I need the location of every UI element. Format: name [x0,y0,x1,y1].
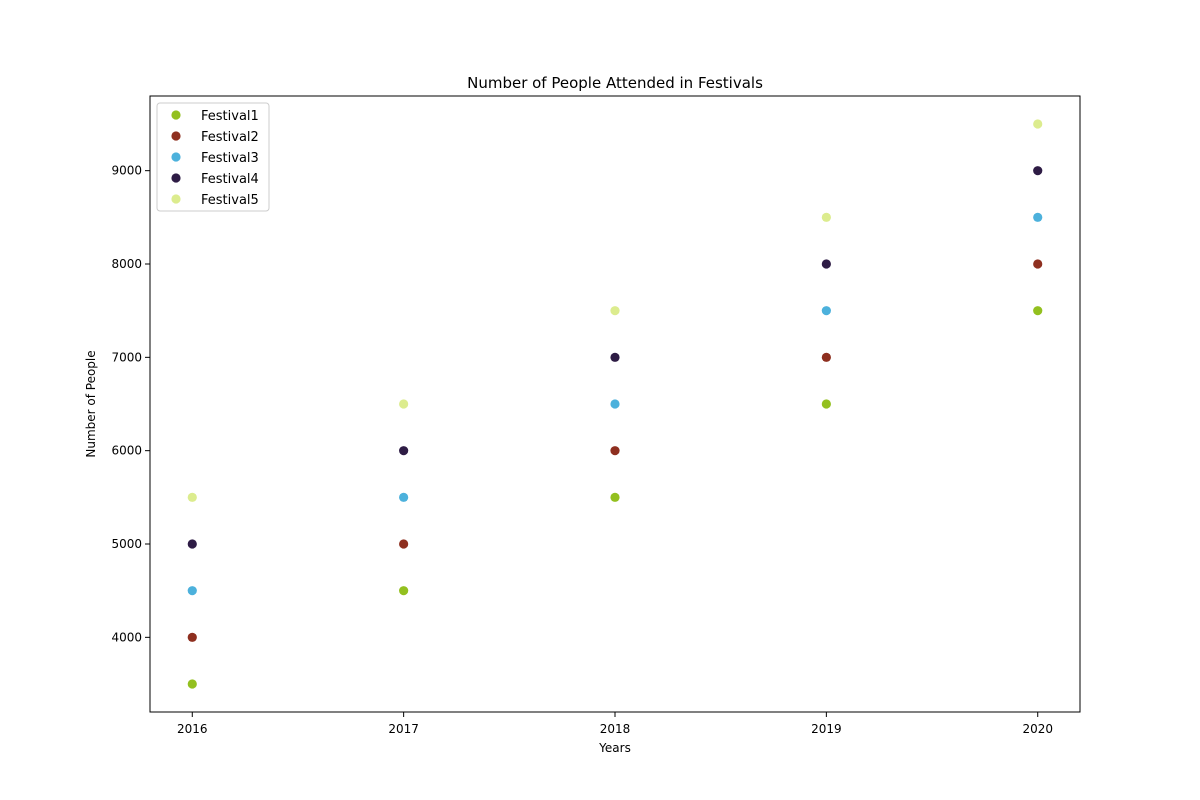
point-festival1-2017 [399,586,409,596]
x-tick-label: 2018 [600,722,631,736]
point-festival5-2017 [399,399,409,409]
point-festival4-2018 [610,352,620,362]
point-festival4-2017 [399,446,409,456]
point-festival1-2016 [187,679,197,689]
x-tick-label: 2019 [811,722,842,736]
point-festival4-2019 [821,259,831,269]
y-tick-label: 4000 [111,630,142,644]
point-festival5-2019 [821,212,831,222]
legend-marker-festival2 [171,131,181,141]
y-tick-label: 7000 [111,350,142,364]
legend-box [156,102,270,212]
x-tick-label: 2016 [177,722,208,736]
point-festival4-2020 [1033,166,1043,176]
point-festival2-2019 [821,352,831,362]
y-tick-label: 6000 [111,444,142,458]
legend-label-festival1: Festival1 [201,109,259,124]
legend-marker-festival3 [171,152,181,162]
legend-marker-festival4 [171,173,181,183]
point-festival5-2016 [187,492,197,502]
point-festival2-2020 [1033,259,1043,269]
legend-label-festival4: Festival4 [201,172,259,187]
point-festival1-2019 [821,399,831,409]
legend-label-festival5: Festival5 [201,193,259,208]
point-festival2-2017 [399,539,409,549]
point-festival5-2018 [610,306,620,316]
point-festival3-2019 [821,306,831,316]
legend-label-festival2: Festival2 [201,130,259,145]
y-tick-label: 8000 [111,257,142,271]
data-points [187,119,1043,689]
legend-marker-festival1 [171,110,181,120]
legend-marker-festival5 [171,194,181,204]
point-festival2-2018 [610,446,620,456]
x-tick-label: 2020 [1022,722,1053,736]
y-tick-label: 5000 [111,537,142,551]
point-festival5-2020 [1033,119,1043,129]
chart-title: Number of People Attended in Festivals [467,74,763,92]
legend-label-festival3: Festival3 [201,151,259,166]
point-festival4-2016 [187,539,197,549]
x-axis: 2016 2017 2018 2019 2020 [177,712,1053,736]
point-festival1-2020 [1033,306,1043,316]
x-tick-label: 2017 [388,722,419,736]
legend: Festival1 Festival2 Festival3 Festival4 Fest… [156,102,270,212]
point-festival3-2020 [1033,212,1043,222]
y-axis: 4000 5000 6000 7000 8000 9000 [111,164,150,644]
point-festival2-2016 [187,632,197,642]
x-axis-label: Years [598,741,631,755]
point-festival3-2017 [399,492,409,502]
point-festival3-2018 [610,399,620,409]
point-festival1-2018 [610,492,620,502]
y-tick-label: 9000 [111,164,142,178]
point-festival3-2016 [187,586,197,596]
y-axis-label: Number of People [84,350,98,457]
